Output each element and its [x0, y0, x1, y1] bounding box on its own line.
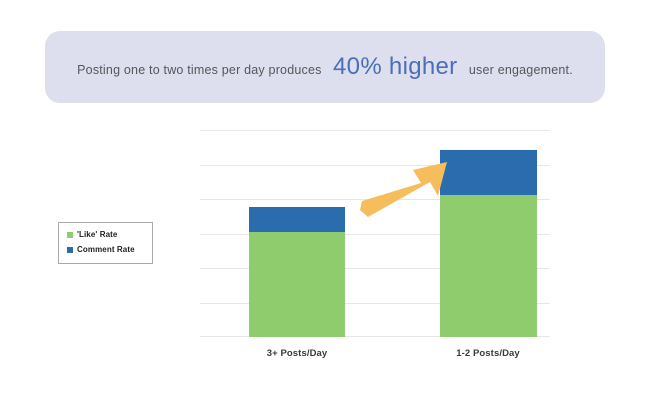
- gridline: [200, 268, 550, 269]
- chart-plot-area: [200, 130, 550, 337]
- gridline: [200, 130, 550, 131]
- legend-item-comment-rate[interactable]: Comment Rate: [67, 245, 152, 254]
- bar-column-3plus-posts[interactable]: [249, 206, 345, 337]
- growth-arrow-icon: [360, 162, 447, 217]
- bar-segment-comment-rate[interactable]: [440, 150, 537, 195]
- gridline: [200, 336, 550, 337]
- comment-rate-swatch: [67, 246, 73, 253]
- x-axis-label-1to2-posts: 1-2 Posts/Day: [456, 348, 520, 359]
- callout-banner: Posting one to two times per day produce…: [45, 31, 605, 103]
- x-axis-label-3plus-posts: 3+ Posts/Day: [266, 348, 328, 359]
- callout-text: Posting one to two times per day produce…: [45, 55, 605, 79]
- bar-segment-like-rate[interactable]: [249, 231, 345, 337]
- bar-segment-like-rate[interactable]: [440, 194, 537, 337]
- gridline: [200, 302, 550, 304]
- legend-label-comment-rate: Comment Rate: [77, 245, 135, 254]
- bar-column-1to2-posts[interactable]: [440, 150, 537, 337]
- like-rate-swatch: [67, 231, 73, 238]
- chart-legend: 'Like' Rate Comment Rate: [58, 222, 153, 264]
- callout-text-before: Posting one to two times per day produce…: [77, 63, 322, 77]
- callout-highlight: 40% higher: [333, 53, 458, 80]
- gridline: [200, 164, 550, 166]
- callout-text-after: user engagement.: [468, 63, 573, 77]
- gridline: [200, 233, 550, 235]
- bar-segment-comment-rate[interactable]: [249, 206, 345, 232]
- legend-item-like-rate[interactable]: 'Like' Rate: [67, 230, 152, 239]
- legend-label-like-rate: 'Like' Rate: [77, 230, 118, 239]
